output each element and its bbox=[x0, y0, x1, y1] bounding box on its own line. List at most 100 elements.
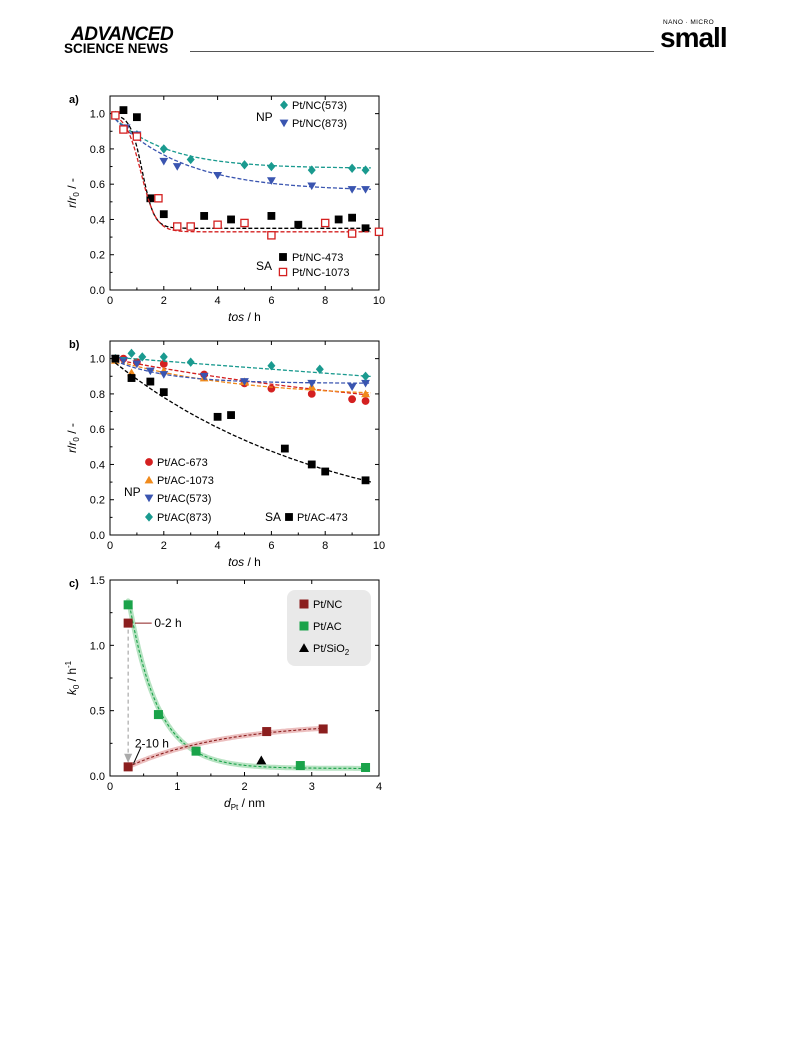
data-point bbox=[138, 352, 147, 362]
legend-marker bbox=[145, 458, 153, 466]
data-point bbox=[307, 182, 317, 191]
y-tick-label: 0.5 bbox=[90, 706, 105, 718]
data-point bbox=[159, 157, 169, 166]
data-point bbox=[159, 210, 168, 219]
legend-marker bbox=[299, 599, 309, 609]
data-point bbox=[172, 222, 182, 231]
data-point bbox=[186, 154, 195, 165]
data-point bbox=[111, 354, 120, 363]
publisher-logo-advanced: ADVANCED bbox=[71, 24, 174, 45]
legend-marker bbox=[278, 267, 288, 277]
y-tick-label: 0.8 bbox=[90, 389, 105, 401]
legend-label: Pt/NC-473 bbox=[292, 252, 343, 264]
publisher-logo-science-news: SCIENCE NEWS bbox=[64, 41, 169, 56]
data-point bbox=[240, 160, 249, 170]
series-pt-ac-473 bbox=[111, 354, 372, 485]
legend-marker bbox=[144, 475, 154, 484]
data-point bbox=[307, 460, 316, 469]
legend-marker bbox=[279, 253, 287, 261]
data-point bbox=[320, 218, 330, 228]
series-pt-ac-873 bbox=[111, 348, 371, 381]
data-point bbox=[153, 710, 163, 720]
chart-panel-2: b) 0 2 4 6 8 10 0.0 0.2 0.4 0.6 0.8 1.0 tos / h r/r0 /… bbox=[65, 339, 385, 569]
data-point bbox=[347, 186, 357, 194]
legend-label: Pt/NC bbox=[313, 599, 342, 611]
x-tick-label: 2 bbox=[161, 540, 167, 552]
x-axis-label: tos / h bbox=[228, 310, 261, 324]
data-point bbox=[186, 357, 195, 367]
data-point bbox=[347, 383, 357, 392]
data-point bbox=[191, 746, 201, 756]
annotation-label: 2-10 h bbox=[135, 736, 169, 750]
fit-line bbox=[127, 600, 365, 769]
x-tick-label: 4 bbox=[215, 295, 221, 307]
data-point bbox=[307, 165, 316, 175]
data-point bbox=[172, 163, 182, 171]
legend-group-label: NP bbox=[256, 110, 273, 124]
y-tick-label: 0.8 bbox=[90, 144, 105, 156]
data-point bbox=[267, 361, 276, 371]
y-tick-label: 0.2 bbox=[90, 495, 105, 507]
data-point bbox=[267, 212, 276, 220]
x-axis-label: dPt / nm bbox=[224, 796, 265, 812]
x-tick-label: 0 bbox=[107, 295, 113, 307]
data-point bbox=[200, 212, 209, 220]
data-point bbox=[361, 186, 370, 194]
fit-line bbox=[115, 114, 371, 229]
fit-line bbox=[115, 359, 371, 394]
fit-line bbox=[127, 727, 324, 768]
series-pt-ac bbox=[123, 600, 371, 773]
data-point bbox=[159, 352, 168, 362]
arrow-head-icon bbox=[124, 753, 133, 763]
y-tick-label: 1.0 bbox=[90, 354, 105, 366]
header-rule bbox=[190, 51, 654, 52]
y-tick-label: 0.0 bbox=[90, 285, 105, 297]
legend-marker bbox=[145, 512, 153, 522]
panel-label: c) bbox=[69, 578, 79, 590]
x-tick-label: 0 bbox=[107, 540, 113, 552]
data-point bbox=[199, 372, 209, 381]
x-tick-label: 10 bbox=[373, 540, 385, 552]
legend-marker bbox=[144, 494, 154, 503]
legend-sa: SA Pt/NC-473 Pt/NC-1073 bbox=[256, 252, 349, 279]
data-point bbox=[318, 724, 328, 734]
y-tick-label: 1.5 bbox=[90, 575, 105, 587]
data-point bbox=[186, 222, 195, 231]
data-point bbox=[361, 165, 370, 175]
legend-marker bbox=[280, 100, 288, 110]
x-tick-label: 6 bbox=[268, 540, 274, 552]
y-tick-label: 0.0 bbox=[90, 530, 105, 542]
x-tick-label: 2 bbox=[241, 781, 247, 793]
x-tick-label: 4 bbox=[376, 781, 382, 793]
data-point bbox=[361, 476, 370, 485]
data-point bbox=[213, 171, 223, 180]
data-point bbox=[146, 377, 155, 386]
data-point bbox=[227, 411, 235, 419]
data-point bbox=[256, 755, 267, 765]
y-tick-label: 1.0 bbox=[90, 109, 105, 121]
panel-label: a) bbox=[69, 94, 79, 106]
data-point bbox=[348, 395, 356, 404]
journal-subtitle: NANO · MICRO bbox=[663, 19, 715, 26]
data-point bbox=[240, 218, 249, 228]
legend-box bbox=[287, 590, 371, 666]
series-pt-sio bbox=[256, 755, 267, 765]
data-point bbox=[240, 378, 249, 386]
data-point bbox=[127, 348, 136, 359]
data-point bbox=[146, 194, 155, 203]
x-tick-label: 2 bbox=[161, 295, 167, 307]
annotation-leader bbox=[133, 747, 142, 764]
legend-sa: SA Pt/AC-473 bbox=[265, 510, 348, 524]
x-tick-label: 10 bbox=[373, 295, 385, 307]
data-point bbox=[294, 220, 303, 229]
series-pt-nc bbox=[123, 618, 328, 772]
legend-np: NP Pt/AC-673 Pt/AC-1073 Pt/AC(573) Pt/AC(873… bbox=[124, 457, 214, 524]
data-point bbox=[127, 374, 136, 382]
data-point bbox=[321, 467, 330, 476]
y-tick-label: 0.4 bbox=[90, 214, 105, 226]
data-point bbox=[111, 111, 120, 120]
x-tick-label: 8 bbox=[322, 540, 328, 552]
x-tick-label: 6 bbox=[268, 295, 274, 307]
fit-line bbox=[115, 359, 371, 396]
